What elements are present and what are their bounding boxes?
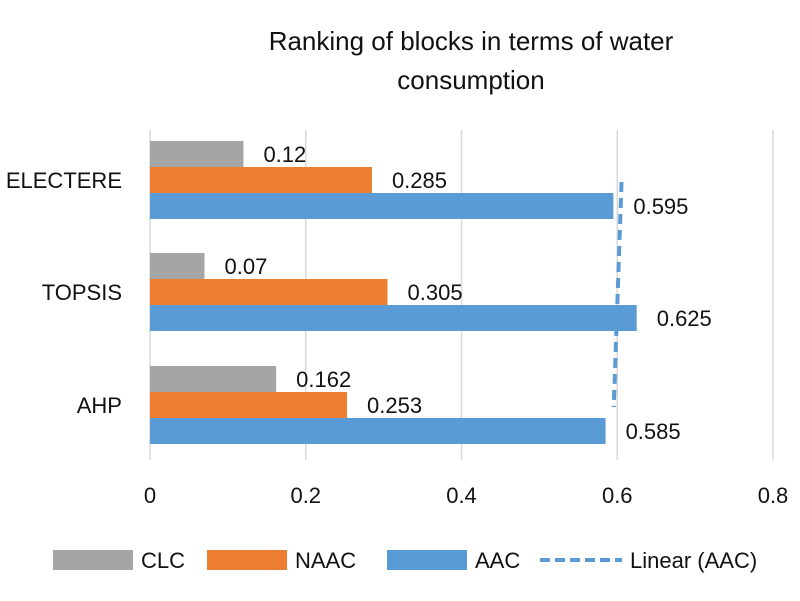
- data-label: 0.162: [296, 367, 351, 392]
- legend-label: NAAC: [295, 548, 356, 573]
- data-label: 0.253: [367, 393, 422, 418]
- bar-naac: [150, 279, 388, 305]
- legend-swatch: [53, 550, 133, 570]
- legend-swatch: [387, 550, 467, 570]
- bar-clc: [150, 253, 205, 279]
- data-label: 0.07: [225, 254, 268, 279]
- chart-title-line-1: Ranking of blocks in terms of water: [269, 26, 674, 56]
- axes: 0 0.2 0.4 0.6 0.8 ELECTERE TOPSIS AHP: [6, 168, 788, 508]
- x-tick-label: 0.4: [446, 483, 477, 508]
- legend-swatch: [207, 550, 287, 570]
- data-label: 0.285: [392, 168, 447, 193]
- bar-naac: [150, 167, 372, 193]
- x-tick-label: 0.6: [602, 483, 633, 508]
- legend-label: AAC: [475, 548, 520, 573]
- x-tick-label: 0.2: [290, 483, 321, 508]
- data-label: 0.12: [263, 142, 306, 167]
- category-label: TOPSIS: [42, 280, 122, 305]
- trendline-layer: [611, 181, 624, 408]
- data-labels: 0.12 0.285 0.595 0.07 0.305 0.625 0.162 0.253 0.…: [225, 142, 712, 444]
- category-label: AHP: [77, 393, 122, 418]
- data-label: 0.585: [626, 419, 681, 444]
- legend: CLC NAAC AAC Linear (AAC): [53, 548, 757, 573]
- chart-title-line-2: consumption: [397, 65, 544, 95]
- legend-label: Linear (AAC): [630, 548, 757, 573]
- category-label: ELECTERE: [6, 168, 122, 193]
- data-label: 0.595: [633, 194, 688, 219]
- data-label: 0.625: [657, 306, 712, 331]
- x-tick-label: 0.8: [758, 483, 789, 508]
- bar-aac: [150, 193, 614, 219]
- bar-clc: [150, 141, 244, 167]
- x-tick-label: 0: [144, 483, 156, 508]
- bar-clc: [150, 366, 277, 392]
- bar-aac: [150, 305, 637, 331]
- bar-aac: [150, 418, 606, 444]
- legend-label: CLC: [141, 548, 185, 573]
- bars: [150, 141, 637, 444]
- bar-naac: [150, 392, 348, 418]
- trendline-aac: [611, 181, 624, 408]
- data-label: 0.305: [408, 280, 463, 305]
